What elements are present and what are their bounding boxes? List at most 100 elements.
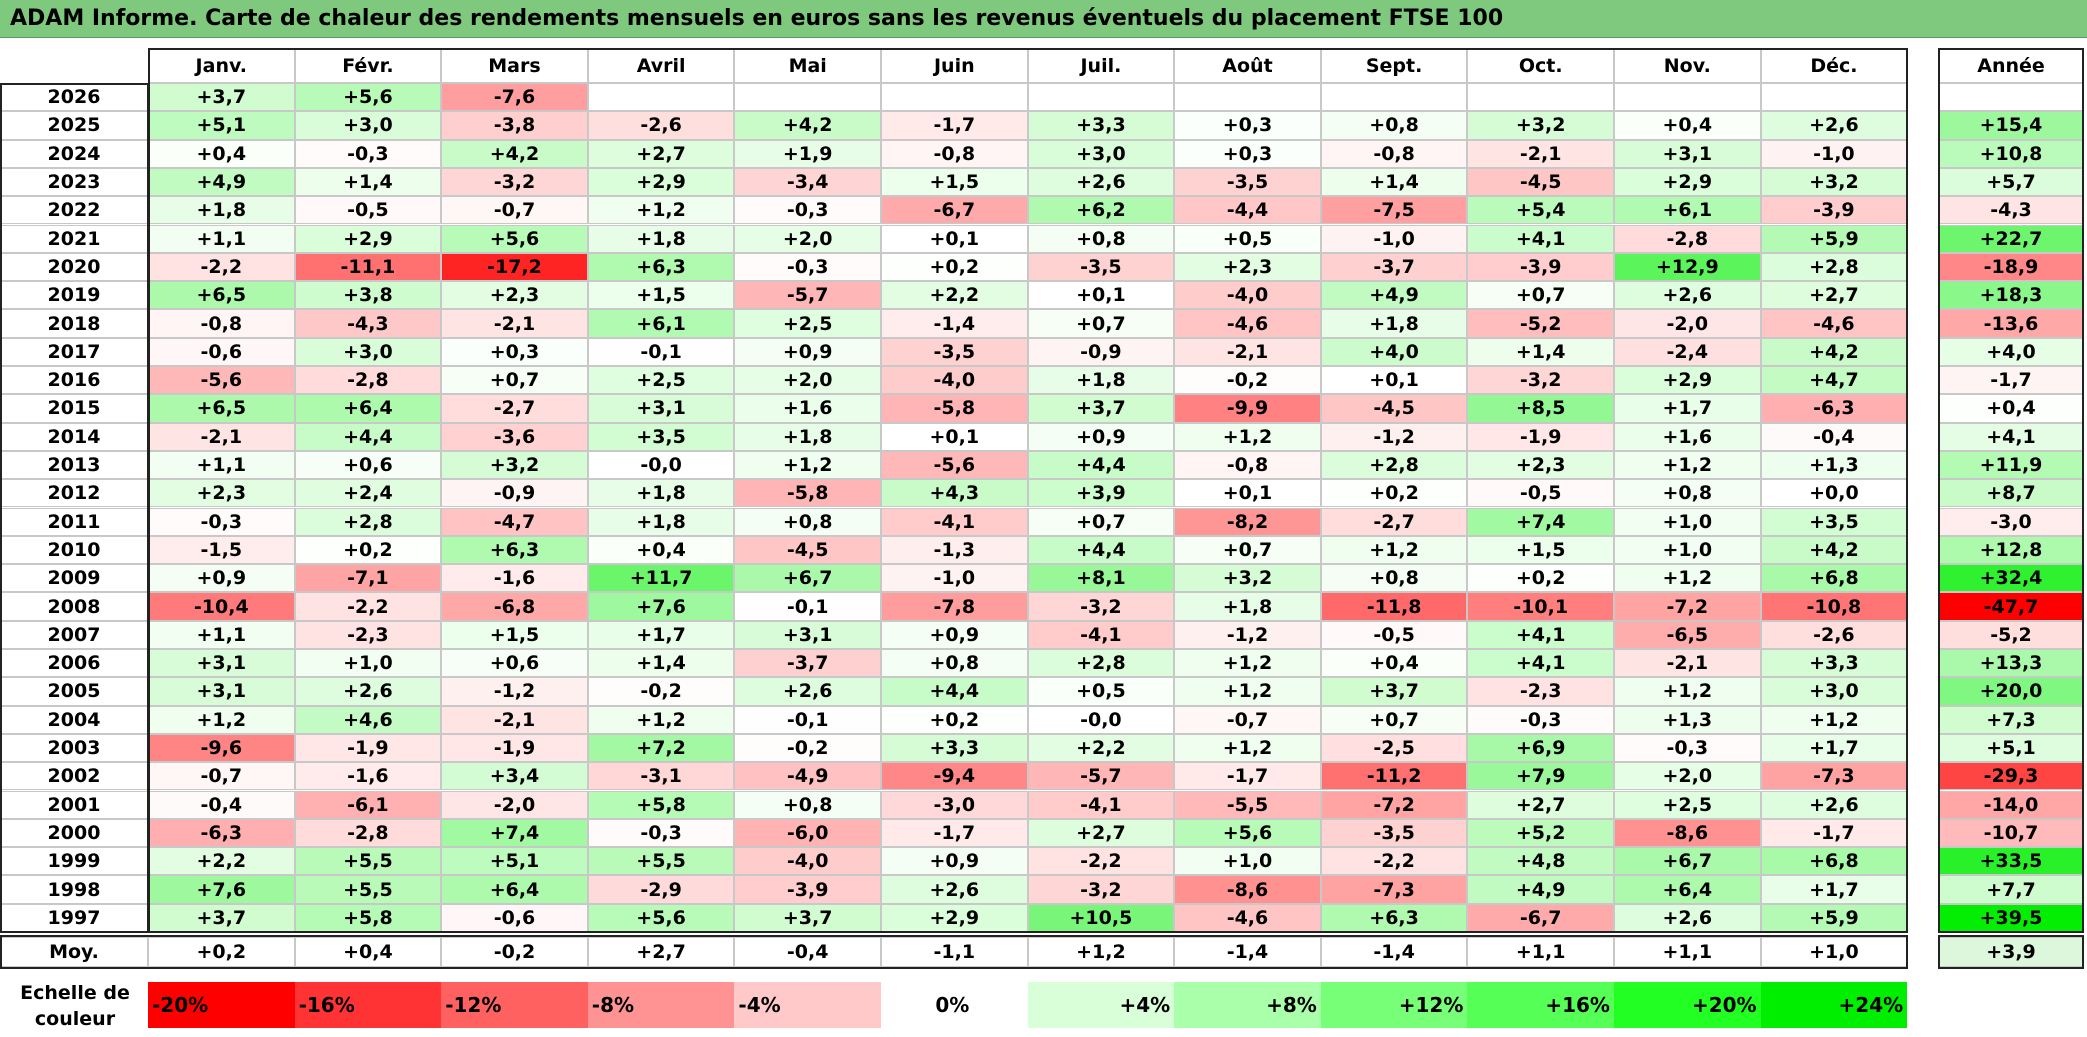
heatmap-cell: -4,0 xyxy=(1174,281,1321,310)
heatmap-cell: -0,3 xyxy=(1467,705,1614,734)
heatmap-cell: -6,7 xyxy=(1467,903,1614,932)
heatmap-cell: +1,8 xyxy=(1320,309,1468,338)
annual-cell: -10,7 xyxy=(1938,818,2084,848)
heatmap-cell: +6,3 xyxy=(1320,903,1468,932)
heatmap-cell: +1,8 xyxy=(587,507,735,536)
annual-cell: +5,7 xyxy=(1938,167,2084,197)
heatmap-cell: -6,0 xyxy=(734,818,881,848)
heatmap-cell: -4,5 xyxy=(734,535,881,565)
heatmap-cell: +0,7 xyxy=(441,366,588,395)
month-header: Août xyxy=(1174,48,1321,83)
heatmap-cell: +6,4 xyxy=(294,394,442,423)
year-label: 1998 xyxy=(0,875,148,904)
annual-cell: +32,4 xyxy=(1938,564,2084,593)
annual-cell: -5,2 xyxy=(1938,620,2084,649)
heatmap-cell: -0,7 xyxy=(1174,705,1321,734)
heatmap-cell: +2,5 xyxy=(1614,790,1761,819)
heatmap-cell: +1,5 xyxy=(881,167,1028,197)
heatmap-cell: +3,1 xyxy=(734,620,881,649)
heatmap-cell: -2,1 xyxy=(1467,139,1614,168)
heatmap-cell: +0,9 xyxy=(881,847,1028,876)
heatmap-cell: +3,0 xyxy=(1027,139,1175,168)
average-cell: -1,4 xyxy=(1320,937,1468,967)
heatmap-cell: +0,7 xyxy=(1320,705,1468,734)
heatmap-cell: -3,6 xyxy=(441,422,588,451)
heatmap-cell: +2,2 xyxy=(148,847,295,876)
heatmap-cell: +1,7 xyxy=(1614,394,1761,423)
heatmap-cell: +5,9 xyxy=(1760,224,1908,253)
heatmap-cell: -0,6 xyxy=(441,903,588,932)
annual-cell: -13,6 xyxy=(1938,309,2084,338)
heatmap-cell: +3,7 xyxy=(148,83,295,112)
heatmap-cell: +0,1 xyxy=(1174,479,1321,508)
heatmap-cell: +1,1 xyxy=(148,450,295,480)
heatmap-cell: +0,5 xyxy=(1027,677,1175,706)
year-label: 2015 xyxy=(0,394,148,423)
heatmap-cell: +4,4 xyxy=(294,422,442,451)
heatmap-cell: +2,9 xyxy=(1614,167,1761,197)
heatmap-cell: -4,6 xyxy=(1174,903,1321,932)
heatmap-cell: +1,2 xyxy=(587,196,735,225)
color-scale-swatch: +4% xyxy=(1027,982,1175,1028)
annual-cell: -18,9 xyxy=(1938,252,2084,282)
heatmap-cell: -2,1 xyxy=(1174,337,1321,366)
heatmap-cell: +2,4 xyxy=(294,479,442,508)
heatmap-cell: +0,4 xyxy=(1614,111,1761,140)
heatmap-cell: +0,8 xyxy=(1320,111,1468,140)
heatmap-cell: +1,2 xyxy=(1614,677,1761,706)
heatmap-cell: +2,6 xyxy=(734,677,881,706)
heatmap-cell: +0,8 xyxy=(1027,224,1175,253)
heatmap-cell: -7,8 xyxy=(881,592,1028,621)
heatmap-cell: -5,8 xyxy=(881,394,1028,423)
heatmap-cell: +6,4 xyxy=(1614,875,1761,904)
heatmap-cell: -3,0 xyxy=(881,790,1028,819)
annual-cell: +4,1 xyxy=(1938,422,2084,451)
title-bar: ADAM Informe. Carte de chaleur des rende… xyxy=(0,0,2087,38)
heatmap-cell: -3,1 xyxy=(587,762,735,791)
heatmap-cell: +3,2 xyxy=(1467,111,1614,140)
heatmap-cell: -7,5 xyxy=(1320,196,1468,225)
heatmap-cell: -0,3 xyxy=(294,139,442,168)
heatmap-cell: -1,9 xyxy=(294,733,442,763)
heatmap-cell: -4,0 xyxy=(734,847,881,876)
heatmap-cell: -6,7 xyxy=(881,196,1028,225)
heatmap-cell: +1,9 xyxy=(734,139,881,168)
heatmap-cell: -0,2 xyxy=(1174,366,1321,395)
heatmap-cell: -9,6 xyxy=(148,733,295,763)
heatmap-cell: +5,5 xyxy=(587,847,735,876)
heatmap-cell: -0,1 xyxy=(734,592,881,621)
heatmap-cell: +3,7 xyxy=(1320,677,1468,706)
heatmap-cell: +0,9 xyxy=(1027,422,1175,451)
heatmap-cell: +5,6 xyxy=(441,224,588,253)
heatmap-cell: -7,1 xyxy=(294,564,442,593)
heatmap-cell: -2,1 xyxy=(1614,649,1761,678)
annual-cell: +8,7 xyxy=(1938,479,2084,508)
heatmap-cell: +1,4 xyxy=(294,167,442,197)
heatmap-cell: +1,3 xyxy=(1760,450,1908,480)
heatmap-cell: +0,8 xyxy=(1320,564,1468,593)
average-cell: +1,2 xyxy=(1027,937,1175,967)
heatmap-cell: +0,1 xyxy=(1320,366,1468,395)
heatmap-cell: -1,7 xyxy=(881,818,1028,848)
heatmap-cell: -0,8 xyxy=(1174,450,1321,480)
heatmap-cell: +0,1 xyxy=(881,422,1028,451)
heatmap-cell: -0,5 xyxy=(1467,479,1614,508)
heatmap-cell: -17,2 xyxy=(441,252,588,282)
heatmap-cell: +0,1 xyxy=(881,224,1028,253)
heatmap-cell: +1,8 xyxy=(587,224,735,253)
heatmap-cell: +0,2 xyxy=(881,705,1028,734)
heatmap-cell: -4,4 xyxy=(1174,196,1321,225)
heatmap-cell: -2,8 xyxy=(294,818,442,848)
month-header: Janv. xyxy=(148,48,295,83)
average-label: Moy. xyxy=(0,937,148,967)
year-label: 2018 xyxy=(0,309,148,338)
heatmap-cell: -0,0 xyxy=(587,450,735,480)
heatmap-cell: +1,1 xyxy=(148,224,295,253)
heatmap-cell: +7,4 xyxy=(441,818,588,848)
heatmap-cell: -4,1 xyxy=(1027,620,1175,649)
color-scale-swatch: +8% xyxy=(1174,982,1321,1028)
year-label: 2026 xyxy=(0,83,148,112)
heatmap-cell: +1,2 xyxy=(734,450,881,480)
heatmap-cell: -6,5 xyxy=(1614,620,1761,649)
year-label: 2022 xyxy=(0,196,148,225)
